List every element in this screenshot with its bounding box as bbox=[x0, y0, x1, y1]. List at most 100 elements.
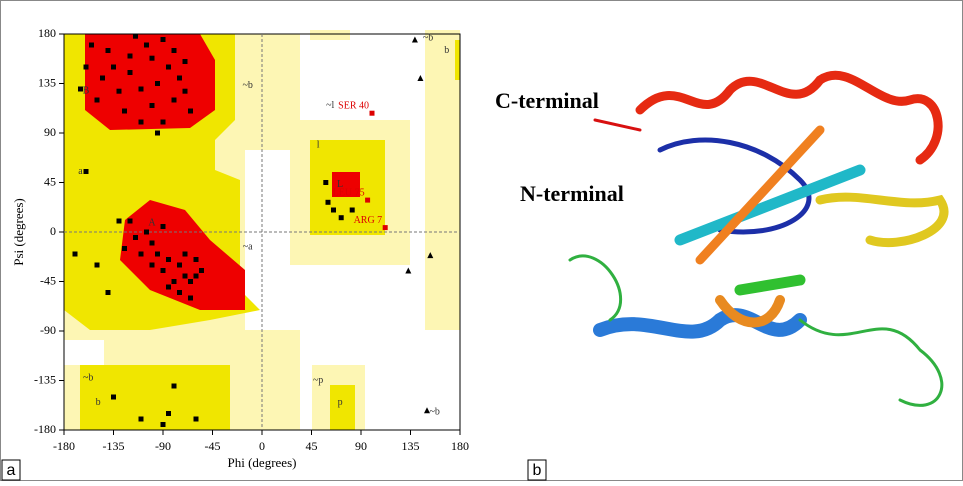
region-label: a bbox=[78, 166, 83, 177]
x-axis-label: Phi (degrees) bbox=[228, 455, 297, 470]
y-tick-label: 135 bbox=[38, 75, 56, 89]
region-label: ~b bbox=[429, 407, 439, 418]
x-tick-label: 45 bbox=[306, 439, 318, 453]
residue-point bbox=[172, 48, 177, 53]
outlier-label: ARG 7 bbox=[354, 215, 383, 226]
residue-point bbox=[188, 109, 193, 114]
residue-point bbox=[323, 180, 328, 185]
region-label: p bbox=[338, 397, 343, 408]
x-tick-label: -135 bbox=[103, 439, 125, 453]
residue-point bbox=[95, 98, 100, 103]
y-tick-label: 45 bbox=[44, 174, 56, 188]
outlier-label: SER 40 bbox=[338, 100, 369, 111]
residue-point bbox=[166, 411, 171, 416]
residue-point bbox=[133, 235, 138, 240]
residue-point bbox=[161, 37, 166, 42]
x-tick-label: -90 bbox=[155, 439, 171, 453]
residue-point bbox=[183, 89, 188, 94]
residue-point bbox=[194, 274, 199, 279]
residue-point bbox=[166, 285, 171, 290]
residue-point bbox=[155, 81, 160, 86]
residue-point bbox=[161, 224, 166, 229]
region-label: ~b bbox=[423, 33, 433, 44]
residue-point bbox=[117, 219, 122, 224]
residue-point bbox=[326, 200, 331, 205]
residue-point bbox=[111, 395, 116, 400]
residue-point bbox=[122, 246, 127, 251]
residue-point bbox=[128, 219, 133, 224]
residue-point bbox=[188, 296, 193, 301]
y-tick-label: -90 bbox=[40, 323, 56, 337]
outlier-label: LEU 75 bbox=[333, 187, 365, 198]
y-tick-label: -45 bbox=[40, 273, 56, 287]
residue-point bbox=[155, 252, 160, 257]
residue-point bbox=[172, 384, 177, 389]
x-tick-label: 135 bbox=[402, 439, 420, 453]
figure: Phi (degrees) Psi (degrees) C-terminal N… bbox=[0, 0, 963, 481]
residue-point bbox=[177, 76, 182, 81]
residue-point bbox=[139, 120, 144, 125]
residue-point bbox=[166, 65, 171, 70]
residue-point bbox=[183, 252, 188, 257]
y-tick-label: 180 bbox=[38, 26, 56, 40]
residue-point bbox=[172, 98, 177, 103]
residue-point bbox=[331, 208, 336, 213]
residue-point bbox=[139, 252, 144, 257]
x-tick-label: 0 bbox=[259, 439, 265, 453]
x-tick-label: 90 bbox=[355, 439, 367, 453]
region-label: ~l bbox=[326, 100, 334, 111]
residue-point bbox=[183, 274, 188, 279]
residue-point bbox=[139, 87, 144, 92]
y-axis-label: Psi (degrees) bbox=[11, 198, 26, 266]
residue-point bbox=[84, 169, 89, 174]
residue-point bbox=[100, 76, 105, 81]
residue-point bbox=[161, 268, 166, 273]
residue-point bbox=[133, 34, 138, 39]
residue-point bbox=[161, 120, 166, 125]
region-label: b bbox=[444, 45, 449, 56]
x-tick-label: -45 bbox=[205, 439, 221, 453]
outlier-point bbox=[365, 198, 370, 203]
residue-point bbox=[150, 241, 155, 246]
residue-point bbox=[84, 65, 89, 70]
residue-point bbox=[177, 290, 182, 295]
residue-point bbox=[194, 417, 199, 422]
residue-point bbox=[194, 257, 199, 262]
residue-point bbox=[139, 417, 144, 422]
residue-point bbox=[106, 290, 111, 295]
y-tick-label: 90 bbox=[44, 125, 56, 139]
residue-point bbox=[150, 56, 155, 61]
residue-point bbox=[172, 279, 177, 284]
residue-point bbox=[144, 230, 149, 235]
region-label: ~a bbox=[243, 242, 253, 253]
outlier-point bbox=[383, 225, 388, 230]
y-tick-label: -135 bbox=[34, 372, 56, 386]
region-label: l bbox=[317, 139, 320, 150]
residue-point bbox=[144, 43, 149, 48]
residue-point bbox=[122, 109, 127, 114]
residue-point bbox=[350, 208, 355, 213]
residue-point bbox=[155, 131, 160, 136]
region-label: ~b bbox=[242, 80, 252, 91]
region-label: ~b bbox=[83, 373, 93, 384]
region-label: A bbox=[148, 217, 156, 228]
residue-point bbox=[95, 263, 100, 268]
residue-point bbox=[188, 279, 193, 284]
residue-point bbox=[111, 65, 116, 70]
x-tick-label: -180 bbox=[53, 439, 75, 453]
residue-point bbox=[106, 48, 111, 53]
residue-point bbox=[161, 422, 166, 427]
y-tick-label: -180 bbox=[34, 422, 56, 436]
region-label: b bbox=[96, 397, 101, 408]
residue-point bbox=[199, 268, 204, 273]
region-label: ~p bbox=[313, 375, 323, 386]
residue-point bbox=[128, 54, 133, 59]
residue-point bbox=[166, 257, 171, 262]
residue-point bbox=[150, 103, 155, 108]
residue-point bbox=[128, 70, 133, 75]
residue-point bbox=[78, 87, 83, 92]
panel-label: b bbox=[533, 462, 542, 479]
c-terminal-label: C-terminal bbox=[495, 88, 599, 113]
panel-label: a bbox=[7, 462, 16, 479]
x-tick-label: 180 bbox=[451, 439, 469, 453]
